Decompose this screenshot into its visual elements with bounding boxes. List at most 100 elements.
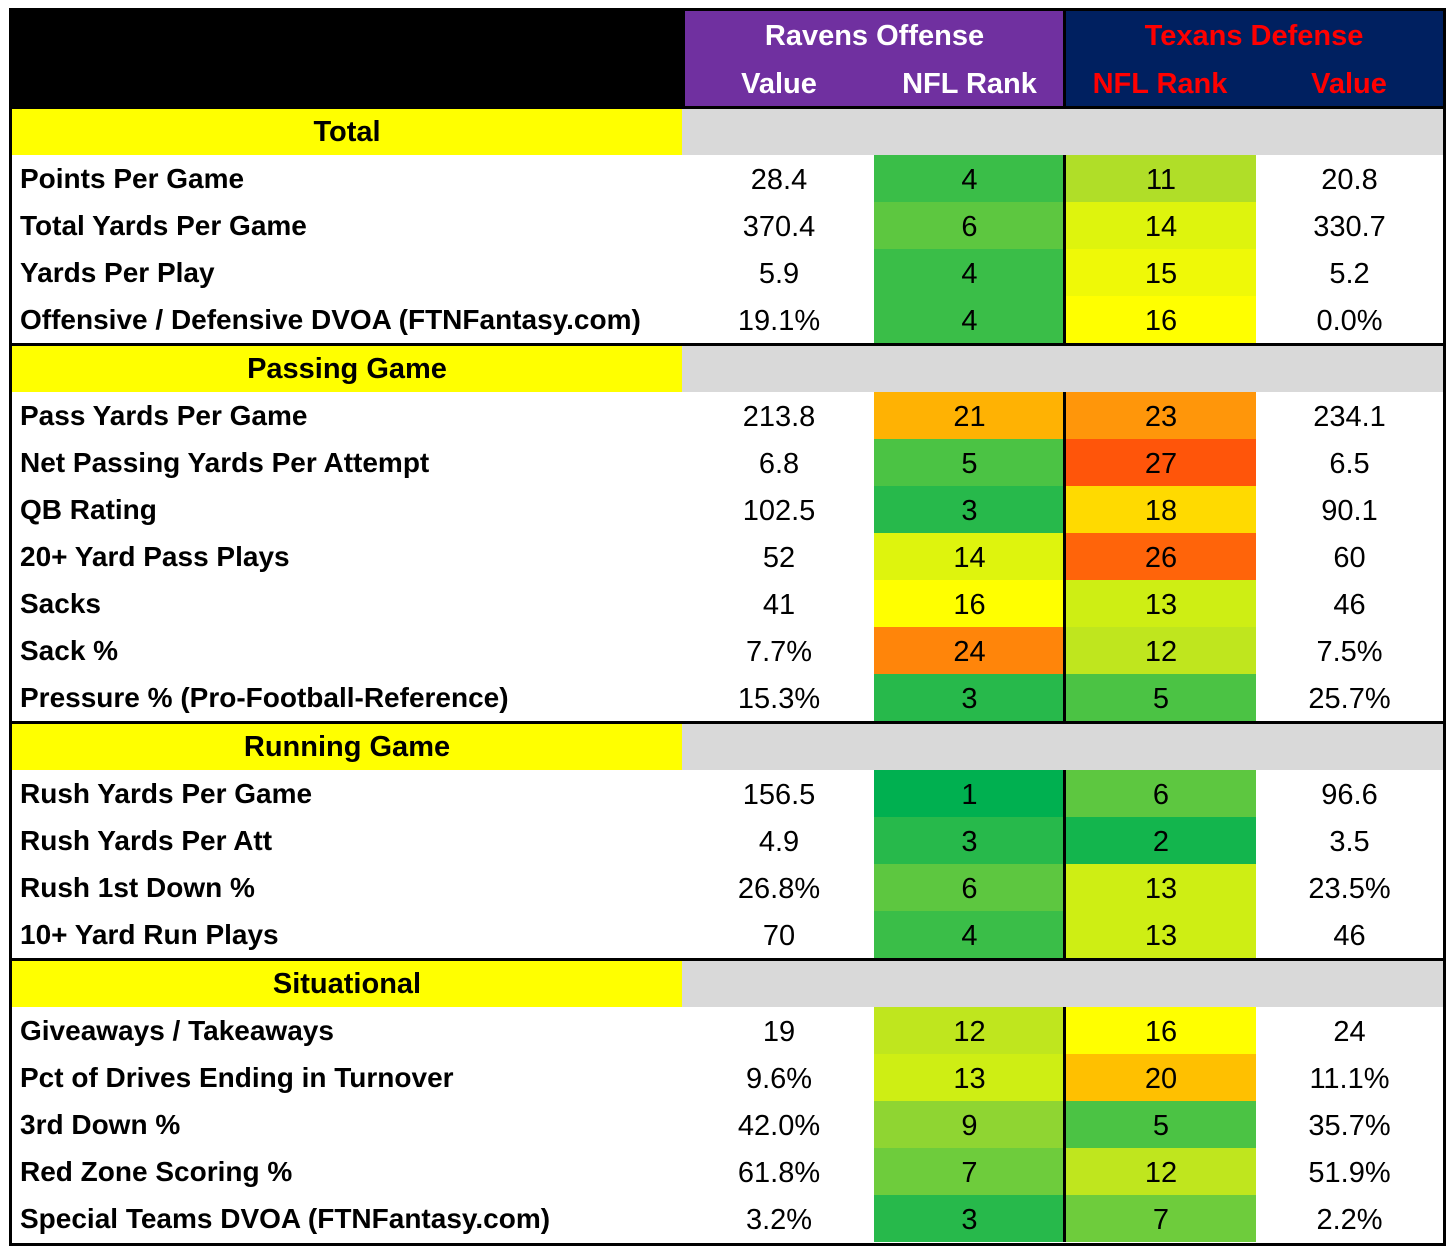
row-label: Yards Per Play [20, 257, 215, 288]
defense-rank-cell: 5 [1066, 1101, 1256, 1148]
defense-rank-cell: 13 [1066, 911, 1256, 958]
offense-rank-cell: 12 [874, 1007, 1065, 1054]
defense-rank-cell: 2 [1066, 817, 1256, 864]
offense-value: 26.8% [737, 873, 821, 905]
section-gray-band [682, 109, 1443, 155]
comparison-table: Ravens Offense Value NFL Rank Texans Def… [9, 8, 1446, 1246]
defense-rank-cell: 13 [1066, 580, 1256, 627]
defense-value: 330.7 [1313, 211, 1386, 243]
defense-rank-cell: 16 [1066, 1007, 1256, 1054]
section-gray-band [682, 724, 1443, 770]
defense-rank-cell: 12 [1066, 627, 1256, 674]
row-label: Net Passing Yards Per Attempt [20, 447, 430, 478]
defense-value: 11.1% [1309, 1063, 1390, 1095]
row-label: Special Teams DVOA (FTNFantasy.com) [20, 1203, 551, 1234]
texans-value-header: Value [1311, 68, 1387, 100]
ravens-offense-header: Ravens Offense Value NFL Rank [684, 11, 1065, 106]
offense-value: 9.6% [745, 1063, 813, 1095]
defense-rank-cell: 12 [1066, 1148, 1256, 1195]
offense-rank-cell: 4 [874, 911, 1065, 958]
team-divider [1063, 155, 1066, 343]
offense-value: 41 [762, 589, 796, 621]
row-label: Red Zone Scoring % [20, 1156, 293, 1187]
offense-value: 42.0% [737, 1110, 821, 1142]
section-border [12, 958, 1443, 961]
defense-value: 20.8 [1321, 164, 1378, 196]
team-divider [1063, 1007, 1066, 1242]
ravens-offense-title: Ravens Offense [764, 20, 985, 52]
defense-value: 5.2 [1329, 258, 1370, 290]
defense-rank-cell: 16 [1066, 296, 1256, 343]
header-divider-mid [1063, 11, 1066, 106]
defense-value: 24 [1333, 1016, 1366, 1048]
defense-value: 96.6 [1321, 779, 1378, 811]
defense-rank-cell: 20 [1066, 1054, 1256, 1101]
section-gray-band [682, 346, 1443, 392]
defense-value: 90.1 [1321, 495, 1378, 527]
row-label: 10+ Yard Run Plays [20, 919, 279, 950]
offense-rank-cell: 3 [874, 817, 1065, 864]
defense-rank-cell: 14 [1066, 202, 1256, 249]
offense-rank-cell: 4 [874, 155, 1065, 202]
offense-value: 19.1% [737, 305, 821, 337]
offense-value: 70 [762, 920, 796, 952]
section-title: Passing Game [12, 346, 682, 392]
defense-rank-cell: 6 [1066, 770, 1256, 817]
offense-value: 156.5 [742, 779, 816, 811]
defense-rank-cell: 23 [1066, 392, 1256, 439]
row-label: Giveaways / Takeaways [20, 1015, 334, 1046]
row-label: Rush 1st Down % [20, 872, 255, 903]
header-divider-left [682, 11, 685, 106]
row-label: Rush Yards Per Att [20, 825, 273, 856]
defense-rank-cell: 11 [1066, 155, 1256, 202]
offense-rank-cell: 16 [874, 580, 1065, 627]
section-border [12, 721, 1443, 724]
offense-rank-cell: 5 [874, 439, 1065, 486]
offense-rank-cell: 4 [874, 296, 1065, 343]
offense-value: 52 [762, 542, 796, 574]
defense-value: 46 [1333, 920, 1366, 952]
offense-rank-cell: 6 [874, 202, 1065, 249]
offense-rank-cell: 7 [874, 1148, 1065, 1195]
offense-value: 213.8 [742, 401, 816, 433]
ravens-value-header: Value [741, 68, 817, 100]
defense-value: 3.5 [1329, 826, 1370, 858]
defense-value: 23.5% [1308, 873, 1391, 905]
defense-value: 46 [1333, 589, 1366, 621]
ravens-rank-header: NFL Rank [902, 68, 1037, 100]
offense-rank-cell: 21 [874, 392, 1065, 439]
defense-rank-cell: 15 [1066, 249, 1256, 296]
offense-value: 102.5 [742, 495, 816, 527]
row-label: Pass Yards Per Game [20, 400, 308, 431]
offense-value: 4.9 [758, 826, 800, 858]
section-gray-band [682, 961, 1443, 1007]
row-label: 3rd Down % [20, 1109, 181, 1140]
offense-value: 19 [762, 1016, 796, 1048]
row-label: Sack % [20, 635, 119, 666]
team-divider [1063, 392, 1066, 721]
team-divider [1063, 770, 1066, 958]
row-label: 20+ Yard Pass Plays [20, 541, 290, 572]
texans-rank-header: NFL Rank [1092, 68, 1228, 100]
section-title: Total [12, 109, 682, 155]
offense-value: 15.3% [737, 683, 821, 715]
texans-defense-header: Texans Defense NFL Rank Value [1065, 11, 1443, 106]
section-title: Running Game [12, 724, 682, 770]
offense-rank-cell: 13 [874, 1054, 1065, 1101]
defense-value: 0.0% [1316, 305, 1383, 337]
offense-rank-cell: 3 [874, 486, 1065, 533]
defense-value: 51.9% [1308, 1157, 1391, 1189]
defense-value: 2.2% [1316, 1204, 1383, 1236]
offense-value: 7.7% [745, 636, 813, 668]
defense-value: 25.7% [1308, 683, 1391, 715]
offense-rank-cell: 3 [874, 1195, 1065, 1242]
offense-value: 28.4 [750, 164, 808, 196]
offense-rank-cell: 24 [874, 627, 1065, 674]
offense-rank-cell: 1 [874, 770, 1065, 817]
defense-value: 7.5% [1316, 636, 1383, 668]
row-label: Pct of Drives Ending in Turnover [20, 1062, 454, 1093]
row-label: Sacks [20, 588, 101, 619]
defense-rank-cell: 7 [1066, 1195, 1256, 1242]
defense-rank-cell: 27 [1066, 439, 1256, 486]
header-bottom-border [12, 106, 1443, 109]
